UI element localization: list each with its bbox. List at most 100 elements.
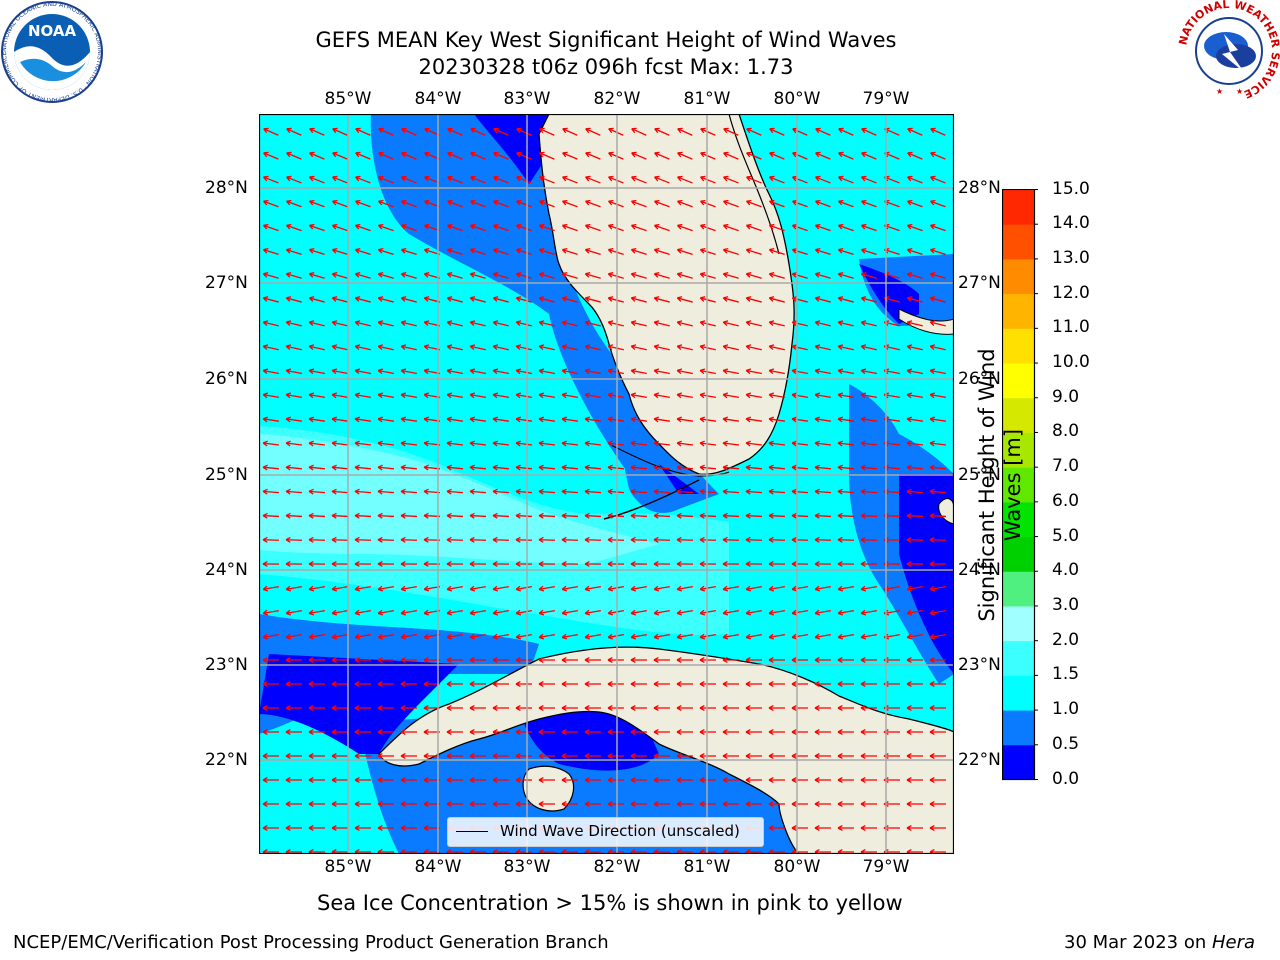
wind-wave-arrow bbox=[653, 416, 671, 423]
wind-wave-arrow bbox=[677, 199, 693, 208]
wind-wave-arrow bbox=[768, 657, 785, 663]
colorbar-segment bbox=[1002, 224, 1035, 260]
wind-wave-arrow bbox=[769, 199, 785, 208]
wind-wave-arrow bbox=[607, 536, 625, 543]
wind-wave-arrow bbox=[331, 488, 349, 495]
wind-wave-arrow bbox=[515, 657, 532, 663]
colorbar-tick-label: 13.0 bbox=[1052, 247, 1090, 268]
wind-wave-arrow bbox=[630, 705, 647, 711]
map-title-line1: GEFS MEAN Key West Significant Height of… bbox=[315, 28, 897, 52]
wind-wave-arrow bbox=[791, 512, 809, 519]
wind-wave-arrow bbox=[400, 272, 417, 279]
wind-wave-arrow bbox=[677, 151, 693, 160]
wind-wave-arrow bbox=[768, 681, 785, 687]
wind-wave-arrow bbox=[584, 560, 602, 567]
wind-wave-arrow bbox=[745, 560, 763, 567]
wind-wave-arrow bbox=[561, 223, 578, 232]
wind-wave-arrow bbox=[838, 127, 854, 136]
wind-wave-arrow bbox=[285, 753, 302, 759]
wind-wave-arrow bbox=[653, 585, 670, 592]
wind-wave-arrow bbox=[354, 825, 371, 831]
lon-label-bottom: 79°W bbox=[862, 857, 910, 877]
wind-wave-arrow bbox=[699, 681, 716, 687]
wind-wave-arrow bbox=[837, 753, 854, 759]
wind-wave-arrow bbox=[515, 585, 532, 592]
wind-wave-arrow bbox=[860, 488, 878, 495]
wind-wave-arrow bbox=[906, 801, 923, 807]
wind-wave-arrow bbox=[285, 247, 302, 256]
wind-wave-arrow bbox=[262, 199, 279, 208]
wind-wave-arrow bbox=[469, 392, 486, 399]
wind-wave-arrow bbox=[516, 175, 532, 184]
wind-wave-arrow bbox=[722, 560, 740, 567]
wind-wave-arrow bbox=[400, 560, 418, 567]
wind-wave-arrow bbox=[400, 440, 418, 447]
wind-wave-arrow bbox=[768, 296, 785, 303]
wind-wave-arrow bbox=[331, 344, 348, 351]
wind-wave-arrow bbox=[400, 344, 417, 351]
wind-wave-arrow bbox=[906, 825, 923, 831]
wind-wave-arrow bbox=[607, 344, 624, 351]
wind-wave-arrow bbox=[745, 729, 762, 735]
wind-wave-arrow bbox=[699, 801, 716, 807]
wind-wave-arrow bbox=[906, 536, 924, 543]
wind-wave-arrow bbox=[331, 801, 348, 807]
wind-wave-arrow bbox=[331, 392, 348, 399]
wind-wave-arrow bbox=[285, 488, 303, 495]
wind-wave-arrow bbox=[492, 272, 509, 279]
wind-wave-arrow bbox=[492, 609, 509, 616]
wind-wave-arrow bbox=[378, 151, 394, 160]
wind-wave-arrow bbox=[561, 247, 578, 256]
wind-wave-arrow bbox=[653, 801, 670, 807]
wind-wave-arrow bbox=[262, 536, 280, 543]
wind-wave-arrow bbox=[331, 705, 348, 711]
wind-wave-arrow bbox=[354, 247, 371, 256]
wind-wave-arrow bbox=[400, 368, 417, 375]
wind-wave-arrow bbox=[676, 777, 693, 783]
wind-wave-arrow bbox=[653, 488, 671, 495]
wind-wave-arrow bbox=[929, 223, 946, 232]
wind-wave-arrow bbox=[791, 488, 809, 495]
wind-wave-arrow bbox=[446, 777, 463, 783]
wind-wave-arrow bbox=[584, 536, 602, 543]
wind-wave-arrow bbox=[630, 753, 647, 759]
lat-label-left: 26°N bbox=[205, 369, 248, 389]
wind-wave-arrow bbox=[515, 753, 532, 759]
wind-wave-arrow bbox=[377, 464, 395, 471]
wind-wave-arrow bbox=[584, 223, 601, 232]
wind-wave-arrow bbox=[492, 416, 510, 423]
wind-wave-arrow bbox=[423, 368, 440, 375]
wind-wave-arrow bbox=[584, 368, 601, 375]
wind-wave-arrow bbox=[653, 320, 670, 327]
wind-wave-arrow bbox=[676, 609, 693, 616]
wind-wave-arrow bbox=[539, 175, 555, 184]
wind-wave-arrow bbox=[331, 825, 348, 831]
wind-wave-arrow bbox=[400, 681, 417, 687]
wind-wave-arrow bbox=[355, 127, 371, 136]
wind-wave-arrow bbox=[723, 127, 739, 136]
wind-wave-arrow bbox=[676, 320, 693, 327]
wind-wave-arrow bbox=[630, 536, 648, 543]
wind-wave-arrow bbox=[837, 320, 854, 327]
wind-wave-arrow bbox=[676, 368, 693, 375]
lat-label-left: 24°N bbox=[205, 560, 248, 580]
wind-wave-arrow bbox=[377, 223, 394, 232]
wind-wave-arrow bbox=[861, 127, 877, 136]
wind-wave-arrow bbox=[768, 560, 786, 567]
lon-label-bottom: 83°W bbox=[503, 857, 551, 877]
wind-wave-arrow bbox=[285, 223, 302, 232]
wind-wave-arrow bbox=[700, 175, 716, 184]
wind-wave-arrow bbox=[630, 729, 647, 735]
colorbar-tick-label: 0.5 bbox=[1052, 733, 1080, 754]
wind-wave-arrow bbox=[446, 512, 464, 519]
wind-wave-arrow bbox=[768, 825, 785, 831]
wind-wave-arrow bbox=[561, 296, 578, 303]
wind-wave-arrow bbox=[722, 488, 740, 495]
lat-label-right: 24°N bbox=[958, 560, 1001, 580]
wind-wave-arrow bbox=[377, 536, 395, 543]
wind-wave-arrow bbox=[378, 175, 394, 184]
wind-wave-arrow bbox=[722, 801, 739, 807]
wind-wave-arrow bbox=[354, 657, 371, 663]
colorbar-title-line1: Significant Height of Wind bbox=[975, 348, 999, 622]
wind-wave-arrow bbox=[929, 368, 946, 375]
